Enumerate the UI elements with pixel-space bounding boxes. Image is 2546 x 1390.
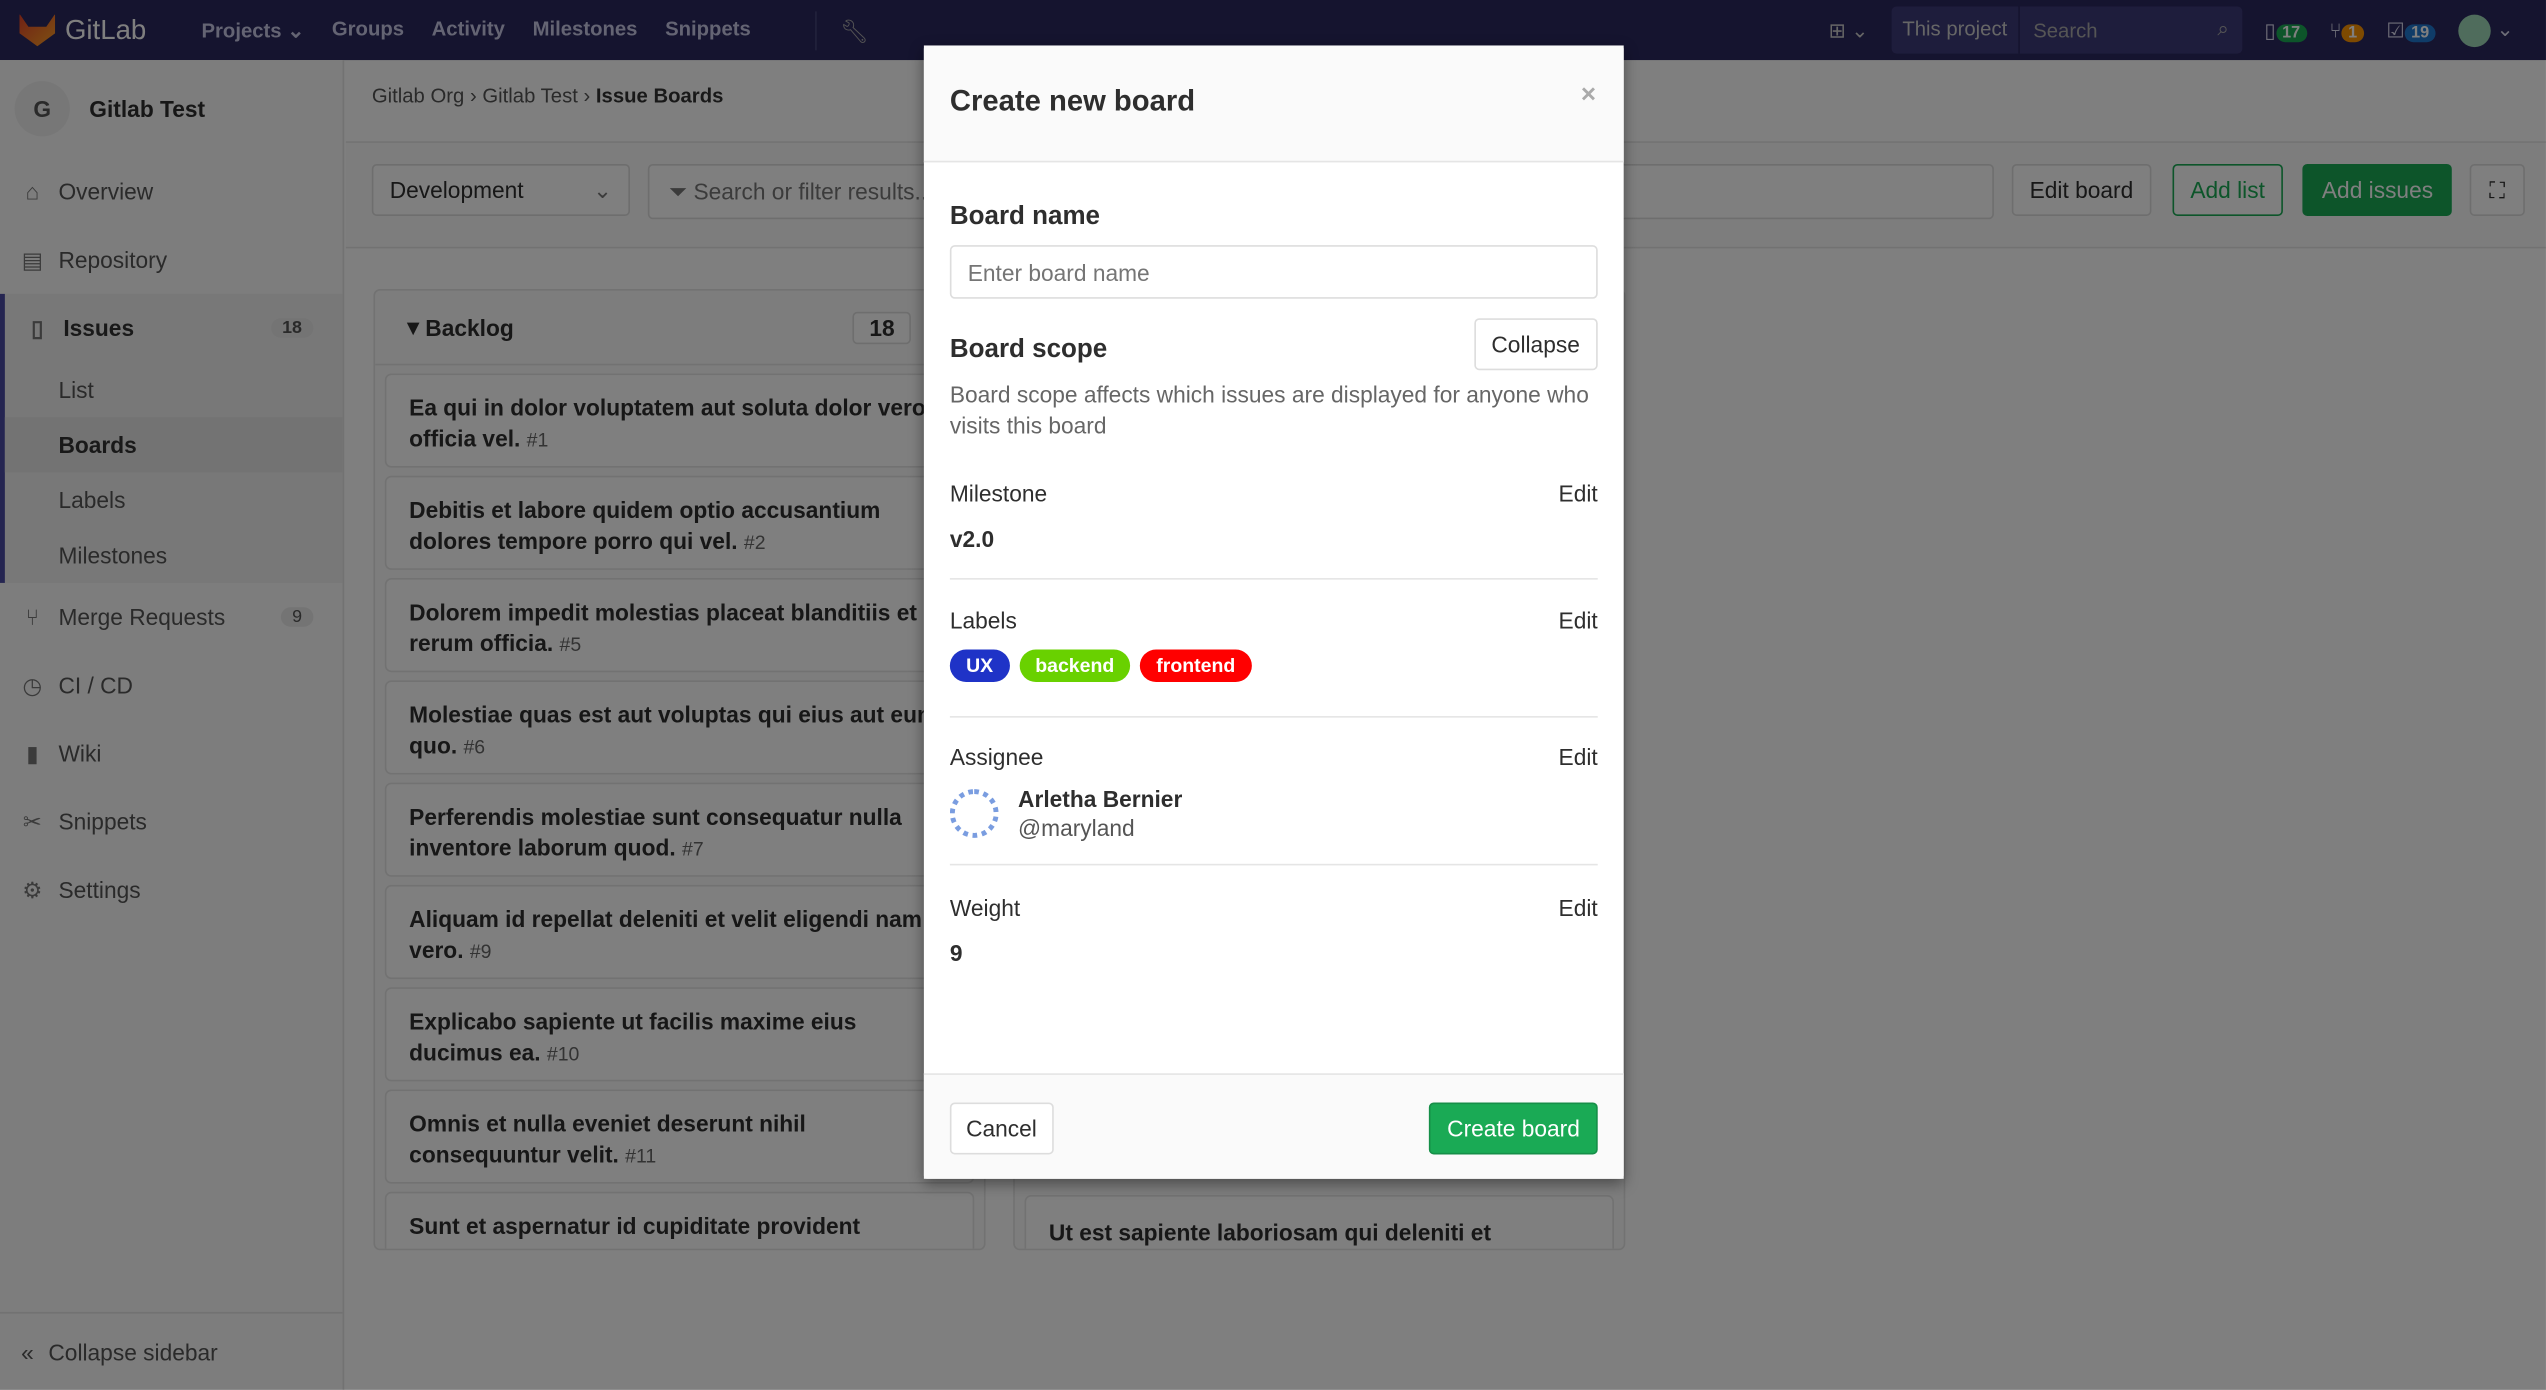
assignee-username: @maryland <box>1018 815 1135 842</box>
milestone-edit-link[interactable]: Edit <box>1558 480 1598 507</box>
assignee-avatar <box>949 789 999 838</box>
modal-title: Create new board <box>949 84 1196 117</box>
assignee-name: Arletha Bernier <box>1018 785 1183 812</box>
weight-value: 9 <box>949 940 963 967</box>
board-name-label: Board name <box>949 202 1101 231</box>
labels-edit-link[interactable]: Edit <box>1558 607 1598 634</box>
board-scope-label: Board scope <box>949 336 1108 364</box>
label-frontend: frontend <box>1140 649 1252 682</box>
milestone-value: v2.0 <box>949 526 995 553</box>
assignee-label: Assignee <box>949 743 1044 770</box>
label-ux: UX <box>949 649 1010 682</box>
collapse-button[interactable]: Collapse <box>1473 318 1598 371</box>
close-icon[interactable]: × <box>1580 81 1597 109</box>
weight-edit-link[interactable]: Edit <box>1558 894 1598 921</box>
weight-label: Weight <box>949 894 1021 921</box>
label-backend: backend <box>1018 649 1131 682</box>
milestone-label: Milestone <box>949 480 1048 507</box>
labels-label: Labels <box>949 607 1017 634</box>
board-name-input[interactable] <box>949 245 1598 299</box>
create-board-modal: Create new board × Board name Board scope… <box>923 45 1624 1179</box>
cancel-button[interactable]: Cancel <box>949 1102 1054 1155</box>
create-board-button[interactable]: Create board <box>1429 1102 1598 1155</box>
scope-description: Board scope affects which issues are dis… <box>949 381 1589 439</box>
assignee-edit-link[interactable]: Edit <box>1558 743 1598 770</box>
